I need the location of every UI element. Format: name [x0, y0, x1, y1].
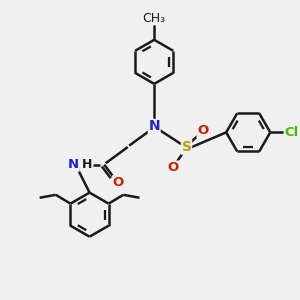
- Text: O: O: [168, 161, 179, 174]
- Text: H: H: [81, 158, 92, 171]
- Text: O: O: [113, 176, 124, 189]
- Text: O: O: [197, 124, 208, 137]
- Text: S: S: [182, 140, 191, 154]
- Text: N: N: [148, 119, 160, 134]
- Text: CH₃: CH₃: [142, 12, 166, 25]
- Text: Cl: Cl: [284, 126, 298, 139]
- Text: N: N: [68, 158, 79, 171]
